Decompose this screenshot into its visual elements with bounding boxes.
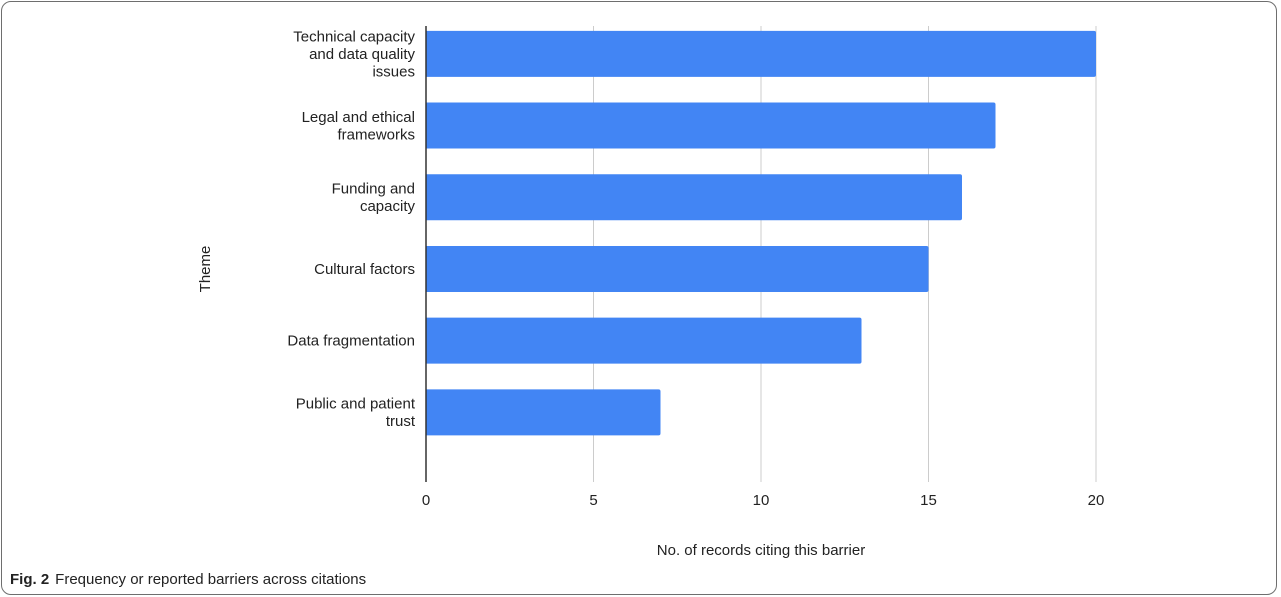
category-label: Data fragmentation	[287, 333, 415, 350]
category-label: trust	[386, 413, 416, 430]
category-label: capacity	[360, 198, 416, 215]
category-label: Funding and	[332, 181, 415, 198]
x-tick-label: 0	[422, 492, 430, 509]
x-tick-label: 15	[920, 492, 937, 509]
x-tick-label: 5	[589, 492, 597, 509]
figure-caption: Fig. 2 Frequency or reported barriers acr…	[10, 571, 366, 588]
bar	[426, 245, 929, 292]
bars	[426, 30, 1096, 436]
y-axis-title: Theme	[197, 246, 214, 293]
bar	[426, 174, 962, 221]
bar	[426, 30, 1096, 77]
category-label: frameworks	[337, 126, 415, 143]
category-label: Public and patient	[296, 396, 416, 413]
bar	[426, 317, 862, 364]
figure-label: Fig. 2	[10, 571, 50, 588]
x-tick-label: 10	[753, 492, 770, 509]
x-axis-title: No. of records citing this barrier	[657, 542, 865, 559]
category-label: Legal and ethical	[302, 109, 415, 126]
category-label: Cultural factors	[314, 261, 415, 278]
x-tick-label: 20	[1088, 492, 1105, 509]
category-label: and data quality	[309, 46, 415, 63]
caption-text: Frequency or reported barriers across ci…	[55, 571, 367, 588]
category-label: issues	[372, 63, 415, 80]
bar	[426, 102, 996, 149]
x-tick-labels: 0 5 10 15 20	[422, 492, 1105, 509]
bar	[426, 389, 661, 436]
category-label: Technical capacity	[293, 28, 415, 45]
